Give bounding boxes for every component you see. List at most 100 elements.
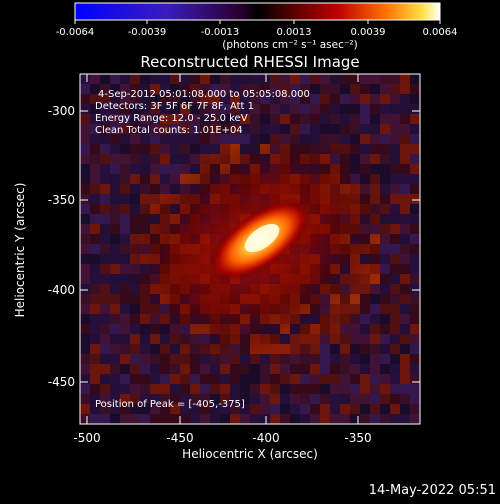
- image-pixel: [280, 114, 290, 124]
- image-pixel: [210, 394, 220, 404]
- image-pixel: [90, 374, 100, 384]
- image-pixel: [80, 74, 90, 84]
- image-pixel: [280, 364, 290, 374]
- image-pixel: [110, 244, 120, 254]
- image-pixel: [220, 84, 230, 94]
- image-pixel: [270, 404, 280, 414]
- image-pixel: [110, 204, 120, 214]
- image-pixel: [390, 344, 400, 354]
- image-pixel: [410, 384, 420, 394]
- image-pixel: [380, 254, 390, 264]
- image-pixel: [100, 174, 110, 184]
- image-pixel: [360, 374, 370, 384]
- image-pixel: [390, 134, 400, 144]
- image-pixel: [180, 84, 190, 94]
- image-pixel: [180, 134, 190, 144]
- image-pixel: [80, 224, 90, 234]
- image-pixel: [350, 394, 360, 404]
- image-pixel: [170, 174, 180, 184]
- image-pixel: [90, 324, 100, 334]
- image-pixel: [360, 324, 370, 334]
- image-pixel: [390, 274, 400, 284]
- image-pixel: [220, 374, 230, 384]
- image-pixel: [410, 414, 420, 424]
- image-pixel: [210, 94, 220, 104]
- image-pixel: [160, 384, 170, 394]
- image-pixel: [320, 314, 330, 324]
- image-pixel: [100, 134, 110, 144]
- image-pixel: [360, 94, 370, 104]
- image-pixel: [390, 224, 400, 234]
- image-pixel: [220, 104, 230, 114]
- image-pixel: [230, 84, 240, 94]
- image-pixel: [350, 84, 360, 94]
- image-pixel: [80, 154, 90, 164]
- image-pixel: [270, 94, 280, 104]
- image-pixel: [110, 94, 120, 104]
- image-pixel: [270, 394, 280, 404]
- image-pixel: [400, 384, 410, 394]
- image-pixel: [110, 414, 120, 424]
- image-pixel: [120, 124, 130, 134]
- image-pixel: [190, 374, 200, 384]
- image-pixel: [220, 394, 230, 404]
- image-pixel: [250, 414, 260, 424]
- image-pixel: [140, 374, 150, 384]
- image-pixel: [180, 384, 190, 394]
- image-pixel: [80, 124, 90, 134]
- image-pixel: [360, 404, 370, 414]
- image-pixel: [340, 304, 350, 314]
- image-pixel: [330, 94, 340, 104]
- image-pixel: [110, 184, 120, 194]
- image-pixel: [90, 394, 100, 404]
- image-pixel: [260, 94, 270, 104]
- image-pixel: [130, 214, 140, 224]
- info-block: 4-Sep-2012 05:01:08.000 to 05:05:08.000 …: [95, 89, 310, 410]
- image-pixel: [240, 364, 250, 374]
- image-pixel: [110, 194, 120, 204]
- image-pixel: [150, 144, 160, 154]
- image-pixel: [170, 104, 180, 114]
- image-pixel: [360, 314, 370, 324]
- image-pixel: [400, 324, 410, 334]
- image-pixel: [100, 124, 110, 134]
- image-pixel: [250, 354, 260, 364]
- image-pixel: [330, 334, 340, 344]
- image-pixel: [250, 94, 260, 104]
- image-pixel: [350, 364, 360, 374]
- image-pixel: [170, 114, 180, 124]
- image-pixel: [290, 104, 300, 114]
- image-pixel: [240, 404, 250, 414]
- image-pixel: [140, 124, 150, 134]
- image-pixel: [360, 384, 370, 394]
- image-pixel: [390, 244, 400, 254]
- timestamp: 14-May-2022 05:51: [369, 483, 496, 498]
- image-pixel: [380, 274, 390, 284]
- image-pixel: [150, 174, 160, 184]
- image-pixel: [330, 384, 340, 394]
- image-pixel: [380, 374, 390, 384]
- image-pixel: [90, 354, 100, 364]
- image-pixel: [170, 74, 180, 84]
- image-pixel: [80, 94, 90, 104]
- image-pixel: [360, 344, 370, 354]
- image-pixel: [90, 254, 100, 264]
- image-pixel: [90, 104, 100, 114]
- image-pixel: [170, 384, 180, 394]
- image-pixel: [80, 274, 90, 284]
- image-pixel: [250, 394, 260, 404]
- image-pixel: [400, 254, 410, 264]
- image-pixel: [340, 374, 350, 384]
- image-pixel: [270, 344, 280, 354]
- image-pixel: [380, 94, 390, 104]
- image-pixel: [410, 264, 420, 274]
- image-pixel: [100, 214, 110, 224]
- image-pixel: [160, 184, 170, 194]
- image-pixel: [370, 314, 380, 324]
- colorbar-unit-label: (photons cm⁻² s⁻¹ asec⁻²): [222, 39, 357, 51]
- image-pixel: [140, 164, 150, 174]
- image-pixel: [400, 194, 410, 204]
- colorbar-tick-label: 0.0039: [351, 27, 386, 38]
- image-pixel: [240, 94, 250, 104]
- image-pixel: [370, 94, 380, 104]
